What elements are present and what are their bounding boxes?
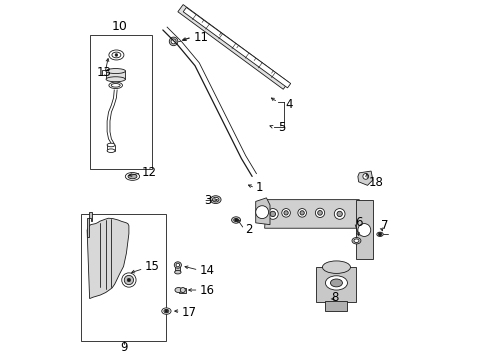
Circle shape (298, 208, 306, 217)
Text: 2: 2 (245, 223, 252, 236)
Ellipse shape (210, 196, 221, 203)
Text: 15: 15 (144, 260, 159, 273)
Circle shape (316, 208, 325, 217)
Polygon shape (87, 218, 129, 298)
Circle shape (127, 278, 131, 282)
Bar (81, 214, 167, 341)
Text: 10: 10 (112, 20, 128, 33)
Ellipse shape (176, 263, 180, 267)
Circle shape (268, 208, 278, 219)
Circle shape (318, 211, 322, 215)
Text: 12: 12 (142, 166, 157, 179)
Ellipse shape (322, 261, 350, 273)
Bar (356, 200, 373, 258)
Ellipse shape (352, 238, 361, 244)
Text: 5: 5 (278, 121, 285, 134)
Ellipse shape (330, 279, 343, 287)
Circle shape (171, 39, 176, 44)
Text: 8: 8 (331, 291, 339, 304)
Ellipse shape (112, 52, 121, 58)
Text: 17: 17 (181, 306, 196, 319)
Ellipse shape (354, 239, 359, 243)
Circle shape (122, 273, 136, 287)
Text: 13: 13 (97, 66, 112, 79)
Ellipse shape (180, 288, 185, 293)
Ellipse shape (111, 84, 120, 87)
Ellipse shape (174, 270, 181, 274)
Ellipse shape (107, 149, 115, 153)
Ellipse shape (106, 77, 125, 82)
Ellipse shape (377, 232, 383, 237)
Bar (175, 264, 180, 272)
Circle shape (165, 310, 168, 312)
Circle shape (300, 211, 304, 215)
Circle shape (124, 275, 134, 285)
Text: 14: 14 (199, 264, 214, 276)
Circle shape (115, 54, 118, 57)
Circle shape (169, 37, 178, 46)
Text: 16: 16 (199, 284, 214, 297)
Ellipse shape (162, 308, 171, 314)
Circle shape (337, 211, 343, 217)
Ellipse shape (107, 143, 115, 147)
Circle shape (256, 206, 269, 219)
Ellipse shape (234, 219, 239, 222)
Ellipse shape (175, 288, 182, 293)
Text: 7: 7 (381, 219, 389, 232)
Ellipse shape (164, 309, 169, 313)
Circle shape (235, 219, 238, 221)
Circle shape (378, 233, 382, 236)
Polygon shape (178, 5, 289, 89)
Polygon shape (183, 8, 291, 88)
Ellipse shape (109, 82, 122, 89)
Ellipse shape (213, 197, 219, 202)
Text: 9: 9 (120, 341, 127, 354)
Ellipse shape (325, 276, 347, 290)
Polygon shape (102, 70, 106, 75)
Circle shape (358, 224, 371, 237)
Polygon shape (358, 171, 373, 185)
Polygon shape (87, 212, 92, 237)
Polygon shape (265, 200, 359, 228)
Ellipse shape (125, 172, 140, 180)
Text: 11: 11 (193, 31, 208, 44)
Bar (178, 288, 186, 293)
Ellipse shape (109, 50, 124, 60)
Text: 3: 3 (204, 194, 211, 207)
Text: 1: 1 (256, 181, 263, 194)
Bar (90, 35, 152, 169)
Circle shape (334, 208, 345, 219)
Bar (106, 71, 125, 79)
Ellipse shape (174, 262, 181, 268)
Ellipse shape (128, 174, 137, 179)
Text: 18: 18 (368, 176, 383, 189)
Circle shape (270, 211, 275, 217)
Bar (325, 301, 347, 311)
Bar (317, 267, 356, 302)
Polygon shape (256, 198, 270, 225)
Ellipse shape (232, 217, 241, 223)
Circle shape (282, 208, 291, 217)
Text: 4: 4 (285, 99, 293, 112)
Text: 6: 6 (355, 216, 363, 229)
Circle shape (284, 211, 288, 215)
Circle shape (363, 174, 368, 179)
Ellipse shape (106, 68, 125, 73)
